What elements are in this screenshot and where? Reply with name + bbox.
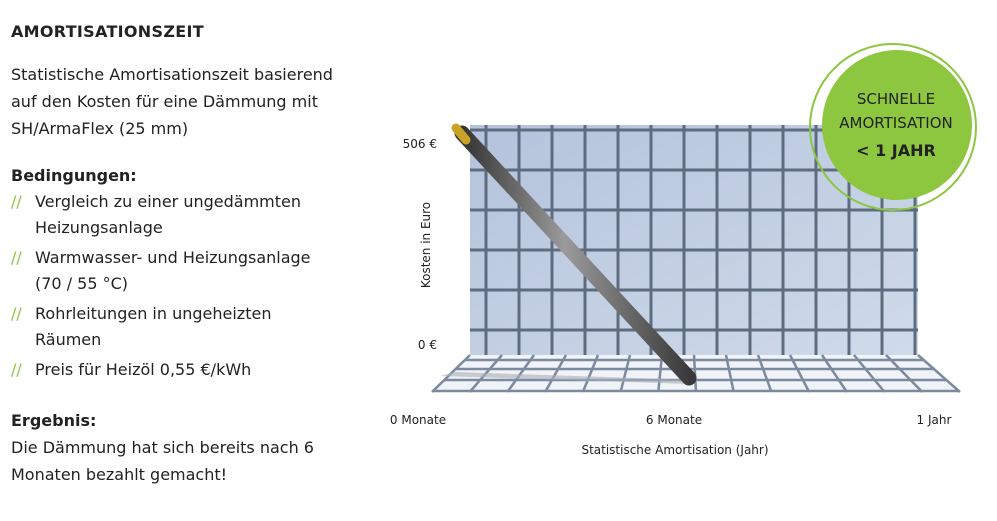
result-text: Die Dämmung hat sich bereits nach 6 Mona…	[11, 438, 314, 484]
grid-bar	[917, 354, 961, 393]
x-axis-label: Statistische Amortisation (Jahr)	[581, 443, 768, 457]
condition-text: Rohrleitungen in ungeheizten Räumen	[35, 304, 272, 349]
condition: // Preis für Heizöl 0,55 €/kWh	[11, 357, 381, 383]
intro: Statistische Amortisationszeit basierend…	[11, 65, 333, 138]
badge-line: SCHNELLE	[857, 90, 935, 108]
conditions-heading: Bedingungen:	[11, 166, 137, 185]
x-label: 1 Jahr	[917, 413, 952, 427]
condition-text: Vergleich zu einer ungedämmten Heizungsa…	[35, 192, 301, 237]
y-axis-label: Kosten in Euro	[419, 202, 433, 288]
condition: // Warmwasser- und Heizungsanlage (70 / 5…	[11, 245, 381, 297]
condition-text: Warmwasser- und Heizungsanlage (70 / 55 …	[35, 248, 311, 293]
badge-ring	[809, 43, 977, 211]
x-label: 6 Monate	[646, 413, 702, 427]
bullet: //	[11, 304, 22, 323]
y-top-label: 506 €	[403, 137, 437, 151]
pipe	[454, 125, 697, 386]
grid	[470, 125, 918, 355]
badge-line: < 1 JAHR	[856, 141, 936, 160]
conditions-list: // Vergleich zu einer ungedämmten Heizung…	[11, 189, 381, 383]
bullet: //	[11, 192, 22, 211]
bullet: //	[11, 360, 22, 379]
result-heading: Ergebnis:	[11, 411, 97, 430]
badge-line: AMORTISATION	[839, 114, 952, 132]
pipe-core	[451, 123, 471, 145]
condition: // Rohrleitungen in ungeheizten Räumen	[11, 301, 381, 353]
x-label: 0 Monate	[390, 413, 446, 427]
pipe-shadow	[440, 372, 695, 384]
badge	[822, 50, 972, 200]
condition-text: Preis für Heizöl 0,55 €/kWh	[35, 360, 252, 379]
condition: // Vergleich zu einer ungedämmten Heizung…	[11, 189, 381, 241]
title: AMORTISATIONSZEIT	[11, 22, 204, 41]
y-bottom-label: 0 €	[418, 338, 437, 352]
bullet: //	[11, 248, 22, 267]
text-column: AMORTISATIONSZEIT Statistische Amortisat…	[11, 22, 381, 488]
